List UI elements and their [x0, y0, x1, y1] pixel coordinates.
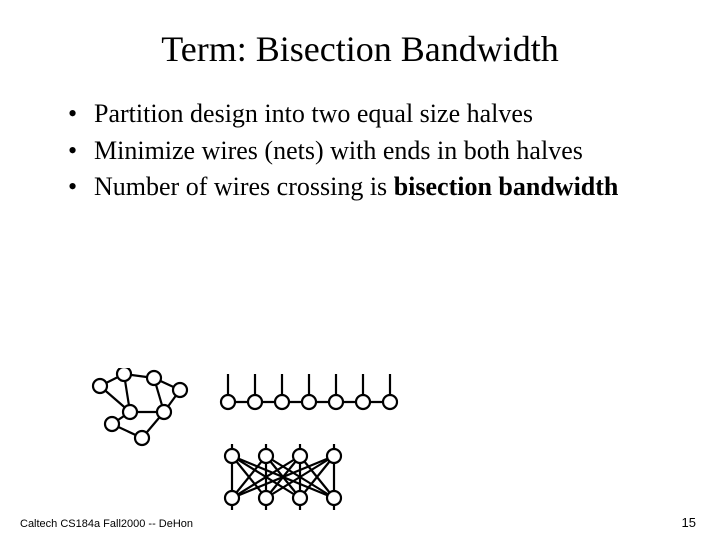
page-number: 15 — [682, 515, 696, 530]
bullet3-lead: Number of wires crossing is — [94, 172, 394, 201]
diagram-area — [80, 368, 460, 518]
page-title: Term: Bisection Bandwidth — [60, 28, 660, 70]
list-item: Partition design into two equal size hal… — [68, 98, 660, 131]
list-item: Minimize wires (nets) with ends in both … — [68, 135, 660, 168]
bullet3-bold: bisection bandwidth — [394, 172, 619, 201]
list-item: Number of wires crossing is bisection ba… — [68, 171, 660, 204]
bullet-list: Partition design into two equal size hal… — [60, 98, 660, 204]
footer-left: Caltech CS184a Fall2000 -- DeHon — [20, 518, 193, 530]
